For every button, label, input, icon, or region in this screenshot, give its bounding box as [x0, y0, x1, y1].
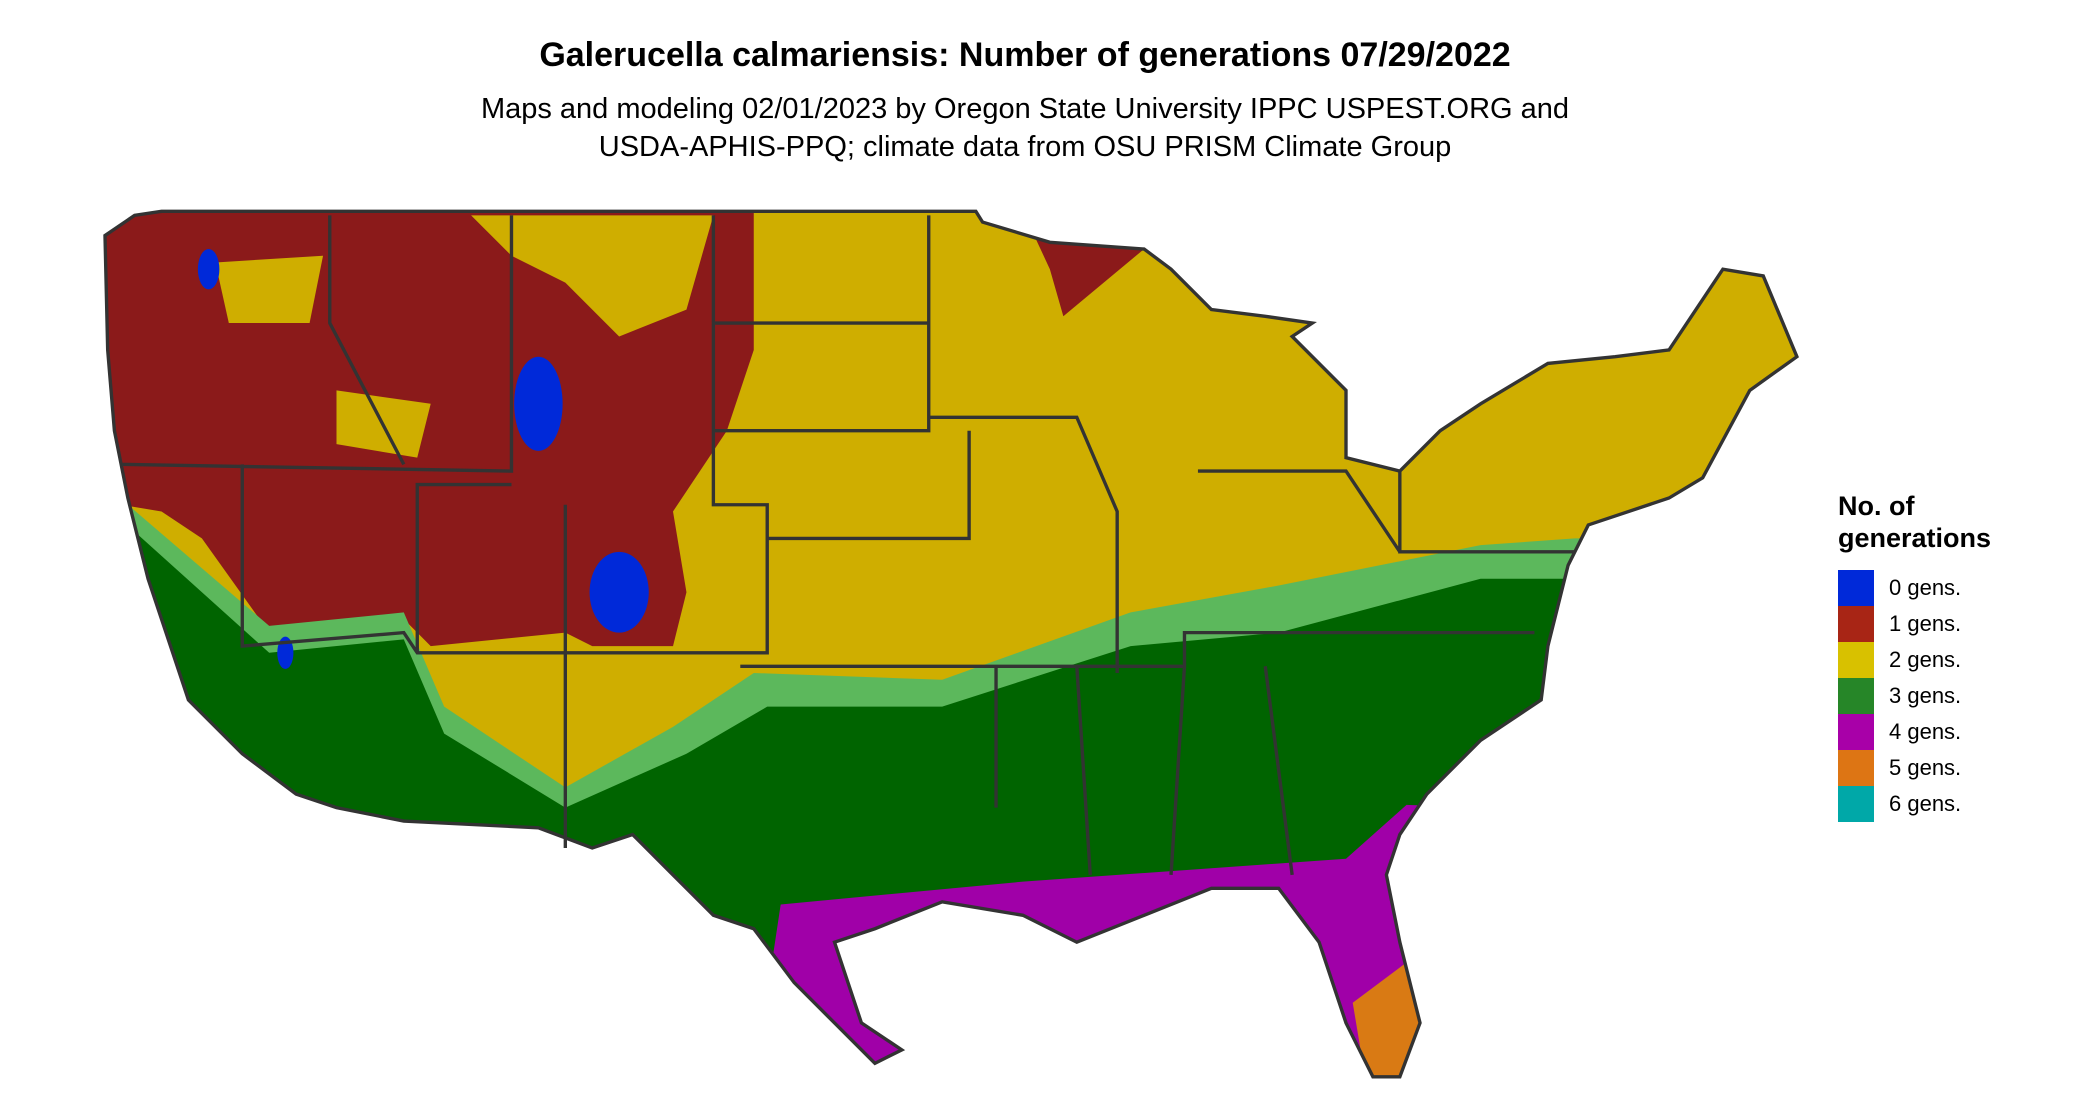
region-2-gens-patch: [215, 255, 324, 324]
legend-label: 4 gens.: [1889, 719, 1962, 744]
legend-item: 2 gens.: [1838, 642, 1991, 678]
legend-item: 6 gens.: [1838, 786, 1991, 822]
region-0-gens: [197, 249, 649, 669]
legend-item: 5 gens.: [1838, 750, 1991, 786]
legend-title-line1: No. of: [1838, 491, 1915, 521]
legend-label: 1 gens.: [1889, 611, 1962, 636]
legend-swatch: [1838, 786, 1874, 822]
map-subtitle-line2: USDA-APHIS-PPQ; climate data from OSU PR…: [598, 131, 1452, 163]
legend-item: 4 gens.: [1838, 714, 1991, 750]
region-2-gens-patch: [471, 215, 714, 337]
legend-label: 6 gens.: [1889, 791, 1962, 816]
map-subtitle-line1: Maps and modeling 02/01/2023 by Oregon S…: [480, 93, 1570, 125]
legend-label: 0 gens.: [1889, 575, 1962, 600]
legend-label: 5 gens.: [1889, 755, 1962, 780]
legend-item: 3 gens.: [1838, 678, 1991, 714]
map-title: Galerucella calmariensis: Number of gene…: [539, 36, 1511, 74]
legend-swatch: [1838, 750, 1874, 786]
legend-swatch: [1838, 678, 1874, 714]
state-borders: [103, 209, 1799, 1079]
legend-swatch: [1838, 714, 1874, 750]
legend-items: 0 gens. 1 gens. 2 gens. 3 gens. 4 gens. 5 gen…: [1838, 570, 1991, 822]
legend-swatch: [1838, 642, 1874, 678]
legend-label: 3 gens.: [1889, 683, 1962, 708]
legend-item: 1 gens.: [1838, 606, 1991, 642]
legend-swatch: [1838, 606, 1874, 642]
legend-title-line2: generations: [1838, 523, 1992, 553]
legend: No. of generations 0 gens. 1 gens. 2 gens.…: [1838, 490, 1991, 822]
legend-label: 2 gens.: [1889, 647, 1962, 672]
legend-swatch: [1838, 570, 1874, 606]
legend-item: 0 gens.: [1838, 570, 1991, 606]
